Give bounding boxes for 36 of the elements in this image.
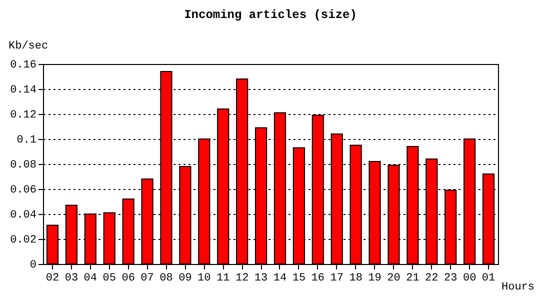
x-tick-label: 17 [330,272,344,284]
y-tick-label: 0.12 [10,110,36,122]
x-tick-label: 00 [462,272,476,284]
x-tick-label: 05 [102,272,116,284]
x-tick-label: 07 [140,272,154,284]
x-tick-label: 08 [160,272,173,284]
y-tick-label: 0 [30,260,36,272]
x-tick-label: 06 [122,272,135,284]
x-tick-label: 22 [425,272,438,284]
x-tick-label: 19 [368,272,382,284]
y-tick-label: 0.14 [10,84,37,96]
y-tick-label: 0.08 [10,160,36,172]
x-axis-title: Hours [502,282,535,294]
x-tick-label: 02 [46,272,60,284]
y-tick-label: 0.04 [10,210,37,222]
y-tick-label: 0.16 [10,60,36,72]
x-tick-label: 03 [64,272,78,284]
x-tick-label: 16 [311,272,324,284]
x-tick-label: 11 [216,272,230,284]
x-tick-label: 21 [406,272,420,284]
x-tick-label: 15 [292,272,306,284]
x-tick-label: 23 [444,272,458,284]
y-tick-label: 0.1 [16,134,37,146]
x-tick-label: 01 [482,272,496,284]
y-tick-label: 0.02 [10,234,36,246]
y-tick-label: 0.06 [10,184,36,196]
x-tick-label: 13 [254,272,268,284]
x-tick-label: 10 [198,272,211,284]
x-tick-label: 14 [273,272,287,284]
x-tick-label: 18 [349,272,362,284]
x-tick-label: 20 [387,272,400,284]
x-tick-label: 09 [178,272,192,284]
y-axis-title: Kb/sec [8,40,48,52]
x-tick-label: 04 [84,272,98,284]
x-tick-label: 12 [235,272,249,284]
chart-title: Incoming articles (size) [184,8,357,22]
